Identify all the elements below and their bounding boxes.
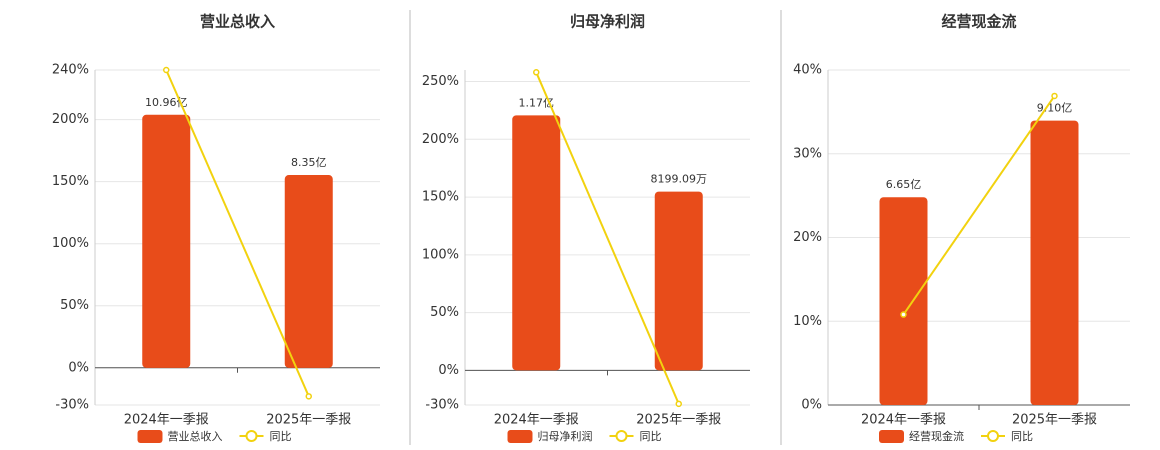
- y-tick-label: 0%: [68, 360, 89, 375]
- y-tick-label: 0%: [801, 398, 822, 413]
- chart-title: 营业总收入: [200, 13, 275, 31]
- y-tick-label: 200%: [422, 132, 459, 147]
- legend-label: 归母净利润: [538, 429, 593, 443]
- x-tick-label: 2024年一季报: [861, 413, 946, 428]
- x-tick-label: 2025年一季报: [266, 413, 351, 428]
- y-tick-label: 100%: [422, 247, 459, 262]
- data-label: 8.35亿: [291, 156, 327, 169]
- legend-label: 经营现金流: [909, 429, 964, 443]
- legend-label: 同比: [270, 430, 292, 443]
- y-tick-label: 200%: [52, 112, 89, 127]
- data-label: 8199.09万: [651, 173, 708, 186]
- x-tick-label: 2024年一季报: [494, 413, 579, 428]
- legend-swatch: [137, 430, 163, 443]
- y-tick-label: 240%: [52, 63, 89, 78]
- y-tick-label: 150%: [422, 190, 459, 205]
- data-label: 10.96亿: [145, 96, 188, 109]
- point: [305, 393, 312, 400]
- legend-label: 营业总收入: [168, 429, 223, 443]
- y-tick-label: 0%: [438, 363, 459, 378]
- legend-marker: [615, 430, 628, 442]
- bar: [142, 114, 191, 368]
- y-tick-label: -30%: [425, 398, 459, 413]
- chart-title: 归母净利润: [570, 13, 645, 31]
- y-tick-label: 50%: [430, 305, 459, 320]
- legend-label: 同比: [1011, 430, 1033, 443]
- data-label: 6.65亿: [886, 178, 922, 191]
- legend-swatch: [507, 430, 533, 443]
- point: [1051, 92, 1058, 100]
- line: [902, 95, 1056, 316]
- x-tick-label: 2024年一季报: [124, 413, 209, 428]
- bar: [654, 191, 703, 371]
- legend-marker: [245, 430, 258, 442]
- y-tick-label: 10%: [793, 314, 822, 329]
- point: [675, 400, 682, 408]
- y-tick-label: 40%: [793, 63, 822, 78]
- data-label: 9.10亿: [1037, 102, 1073, 115]
- legend-swatch: [879, 430, 904, 443]
- bar: [1030, 120, 1079, 405]
- y-tick-label: 100%: [52, 236, 89, 251]
- point: [900, 311, 907, 318]
- line: [535, 71, 680, 405]
- y-tick-label: 50%: [60, 298, 89, 313]
- chart-title: 经营现金流: [941, 13, 1016, 31]
- bar: [512, 115, 561, 371]
- y-tick-label: 150%: [52, 174, 89, 189]
- data-label: 1.17亿: [519, 96, 555, 109]
- y-tick-label: 20%: [793, 230, 822, 245]
- x-tick-label: 2025年一季报: [636, 413, 721, 428]
- bar: [284, 175, 333, 368]
- bar: [879, 197, 928, 405]
- point: [163, 66, 170, 74]
- legend-label: 同比: [640, 430, 662, 443]
- y-tick-label: 30%: [793, 146, 822, 161]
- x-tick-label: 2025年一季报: [1012, 413, 1097, 428]
- y-tick-label: -30%: [55, 398, 89, 413]
- line: [165, 69, 310, 397]
- point: [533, 69, 540, 76]
- y-tick-label: 250%: [422, 74, 459, 89]
- legend-marker: [987, 430, 999, 442]
